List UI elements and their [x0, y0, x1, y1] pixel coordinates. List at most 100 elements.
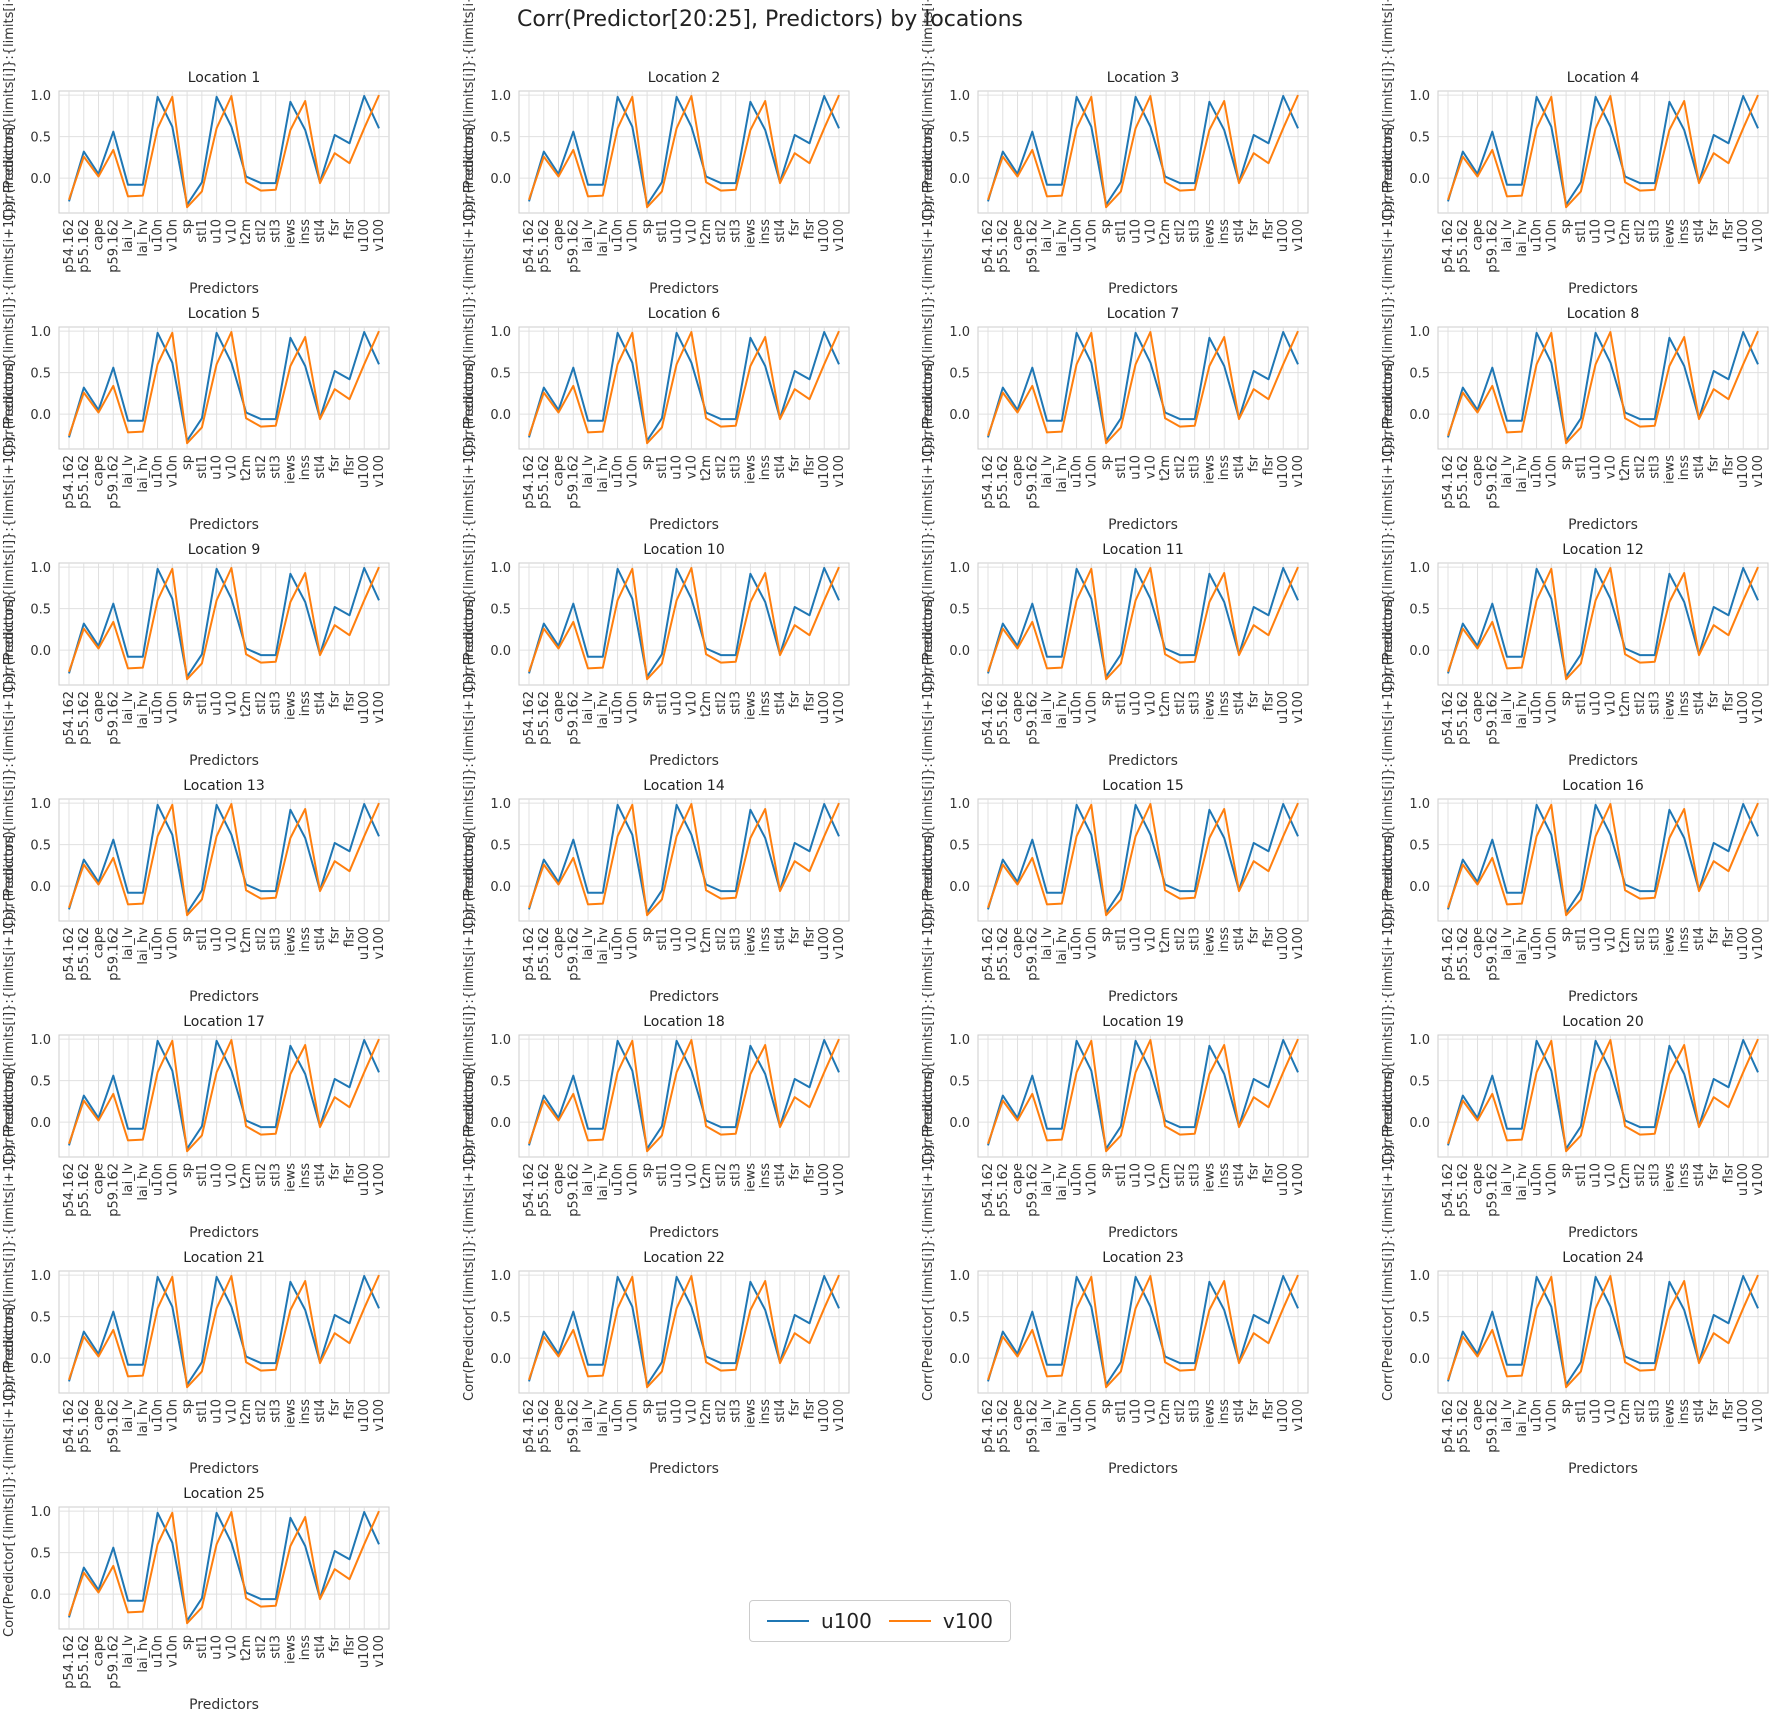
x-tick-label: stl3 [729, 1163, 744, 1187]
y-axis-label: Corr(Predictor[{limits[i]}:{limits[i+1]}… [462, 595, 477, 929]
y-tick-label: 0.5 [490, 603, 511, 618]
x-tick-label: u100 [1276, 691, 1291, 724]
x-tick-label: u10n [1070, 1163, 1085, 1196]
x-tick-label: stl3 [1648, 1163, 1663, 1187]
panel-title: Location 11 [1102, 542, 1183, 558]
x-axis-label: Predictors [1568, 1225, 1638, 1241]
y-tick-label: 1.0 [1409, 1033, 1430, 1048]
x-tick-label: v10n [625, 455, 640, 487]
y-tick-label: 0.0 [30, 1116, 51, 1131]
x-tick-label: v10 [1143, 455, 1158, 479]
x-tick-label: v10n [1084, 1163, 1099, 1195]
x-tick-label: lai_hv [1055, 455, 1070, 493]
x-tick-label: lai_lv [1040, 219, 1055, 252]
y-tick-label: 1.0 [1409, 89, 1430, 104]
x-tick-label: iews [1202, 1163, 1217, 1192]
x-tick-label: lai_hv [1055, 1399, 1070, 1437]
x-tick-label: v10 [684, 1163, 699, 1187]
x-tick-label: inss [1677, 1399, 1692, 1425]
x-tick-label: fsr [1247, 454, 1262, 471]
x-tick-label: v100 [1291, 691, 1306, 724]
y-tick-label: 1.0 [490, 1033, 511, 1048]
x-tick-label: iews [743, 219, 758, 248]
x-tick-label: sp [1559, 927, 1574, 942]
y-tick-label: 1.0 [1409, 1269, 1430, 1284]
x-axis-label: Predictors [649, 989, 719, 1005]
x-tick-label: stl4 [1692, 1163, 1707, 1187]
x-tick-label: v10 [224, 1163, 239, 1187]
x-tick-label: stl1 [1574, 219, 1589, 243]
x-tick-label: lai_hv [1515, 927, 1530, 965]
x-tick-label: cape [552, 1399, 567, 1430]
x-tick-label: lai_hv [1515, 691, 1530, 729]
x-tick-label: fsr [788, 690, 803, 707]
x-tick-label: iews [283, 927, 298, 956]
y-axis-label: Corr(Predictor[{limits[i]}:{limits[i+1]}… [921, 359, 936, 693]
x-tick-label: p54.162 [62, 1635, 77, 1689]
panel-title: Location 4 [1567, 70, 1640, 86]
x-tick-label: stl1 [195, 691, 210, 715]
x-tick-label: fsr [1247, 690, 1262, 707]
y-tick-label: 0.0 [490, 1116, 511, 1131]
x-tick-label: u100 [357, 1399, 372, 1432]
series-line-v100 [987, 94, 1299, 209]
x-tick-label: inss [1677, 455, 1692, 481]
x-tick-label: p54.162 [1441, 1399, 1456, 1453]
x-tick-label: stl1 [655, 927, 670, 951]
x-tick-label: v10 [224, 927, 239, 951]
x-tick-label: stl3 [729, 1399, 744, 1423]
x-tick-label: stl2 [714, 1163, 729, 1187]
x-tick-label: t2m [1158, 1399, 1173, 1425]
x-tick-label: p55.162 [537, 691, 552, 745]
y-tick-label: 0.0 [1409, 1352, 1430, 1367]
x-tick-label: iews [283, 1163, 298, 1192]
y-tick-label: 0.0 [1409, 880, 1430, 895]
x-tick-label: lai_lv [1500, 1399, 1515, 1432]
x-tick-label: lai_hv [136, 1399, 151, 1437]
x-tick-label: flsr [342, 454, 357, 475]
x-tick-label: iews [1662, 219, 1677, 248]
x-tick-label: p55.162 [1456, 219, 1471, 273]
x-tick-label: v10 [1603, 219, 1618, 243]
x-tick-label: u100 [1276, 455, 1291, 488]
x-tick-label: u10 [210, 1399, 225, 1424]
x-tick-label: p54.162 [522, 1399, 537, 1453]
x-tick-label: inss [298, 927, 313, 953]
x-tick-label: u10n [151, 1163, 166, 1196]
series-line-v100 [528, 566, 840, 681]
panel-title: Location 25 [183, 1486, 264, 1502]
x-axis-label: Predictors [189, 989, 259, 1005]
x-tick-label: v10n [1544, 1163, 1559, 1195]
x-axis-label: Predictors [1108, 517, 1178, 533]
x-tick-label: p54.162 [1441, 691, 1456, 745]
y-axis-label: Corr(Predictor[{limits[i]}:{limits[i+1]}… [921, 0, 936, 221]
y-tick-label: 1.0 [949, 1033, 970, 1048]
panel-title: Location 10 [643, 542, 724, 558]
x-tick-label: stl2 [714, 219, 729, 243]
x-tick-label: v10n [165, 219, 180, 251]
y-tick-label: 1.0 [490, 89, 511, 104]
series-line-v100 [528, 802, 840, 917]
x-tick-label: sp [1559, 1163, 1574, 1178]
x-tick-label: inss [298, 1163, 313, 1189]
x-tick-label: p59.162 [1485, 1163, 1500, 1217]
y-tick-label: 0.0 [490, 644, 511, 659]
x-tick-label: v100 [832, 455, 847, 488]
x-tick-label: inss [1217, 1163, 1232, 1189]
y-tick-label: 1.0 [1409, 325, 1430, 340]
x-tick-label: u10n [1070, 219, 1085, 252]
x-tick-label: stl2 [1173, 691, 1188, 715]
x-tick-label: cape [92, 927, 107, 958]
x-tick-label: lai_hv [136, 219, 151, 257]
y-tick-label: 0.5 [949, 131, 970, 146]
x-tick-label: p54.162 [62, 1163, 77, 1217]
x-tick-label: lai_hv [1515, 455, 1530, 493]
panel-title: Location 16 [1562, 778, 1644, 794]
legend-label: u100 [821, 1609, 872, 1633]
x-tick-label: p55.162 [77, 1163, 92, 1217]
legend-label: v100 [942, 1609, 993, 1633]
x-tick-label: sp [640, 927, 655, 942]
y-axis-label: Corr(Predictor[{limits[i]}:{limits[i+1]}… [462, 123, 477, 457]
x-tick-label: sp [1099, 455, 1114, 470]
